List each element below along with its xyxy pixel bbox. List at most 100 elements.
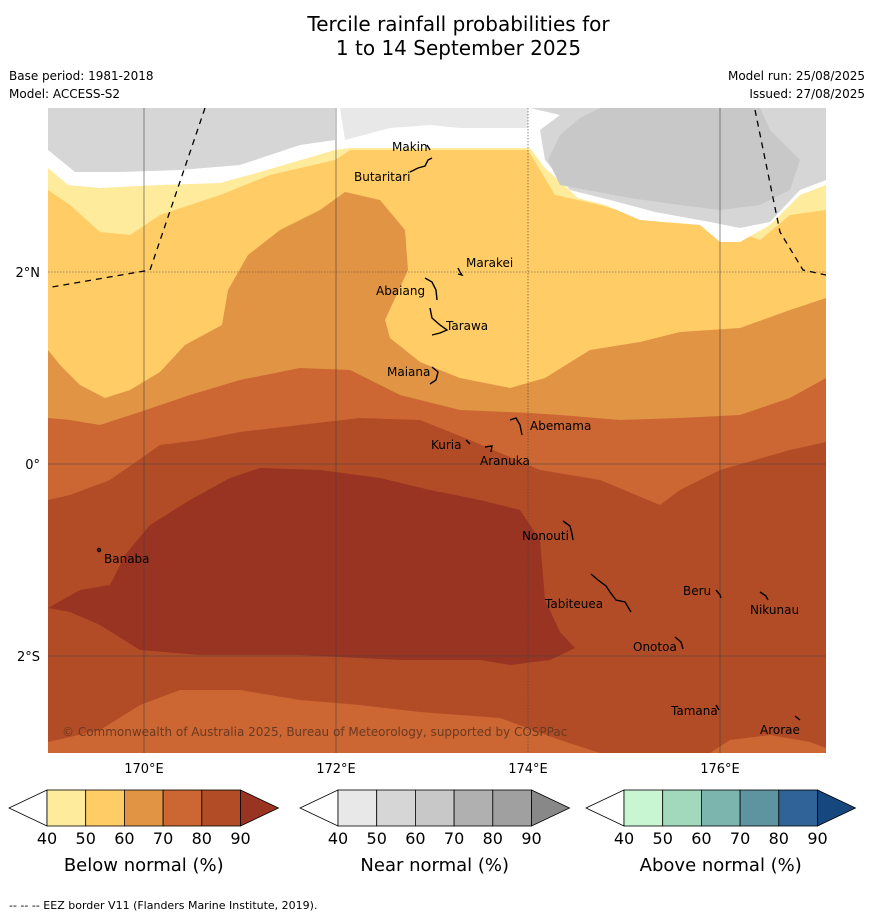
lon-label-172E: 172°E [316, 762, 356, 777]
colorbars: 40 50 60 70 80 90 Below normal (%) 40 50 60 70 80 90… [8, 789, 857, 876]
island-nikunau [759, 591, 769, 601]
label-maiana: Maiana [387, 365, 430, 379]
near-normal-core-east [548, 108, 800, 210]
band-below-80-90 [48, 468, 575, 665]
colorbar-segment [492, 789, 532, 827]
colorbar-tick-label: 90 [807, 829, 827, 848]
meta-right: Model run: 25/08/2025 Issued: 27/08/2025 [728, 67, 865, 103]
label-beru: Beru [683, 584, 711, 598]
colorbar-tick-label: 70 [153, 829, 173, 848]
copyright-notice: © Commonwealth of Australia 2025, Bureau… [62, 725, 567, 739]
colorbar-tick-label: 80 [192, 829, 212, 848]
colorbar-tick-label: 60 [691, 829, 711, 848]
colorbar-segment [85, 789, 125, 827]
colorbar-tick-label: 90 [521, 829, 541, 848]
label-nonouti: Nonouti [522, 529, 569, 543]
label-tabiteuea: Tabiteuea [544, 597, 603, 611]
model-run: Model run: 25/08/2025 [727, 69, 865, 83]
lat-label-2S: 2°S [17, 650, 40, 665]
lat-label-2N: 2°N [16, 266, 41, 281]
label-nikunau: Nikunau [750, 603, 799, 617]
island-makin [426, 144, 431, 151]
colorbar-tick-label: 80 [769, 829, 789, 848]
band-below-60-70-southeast [710, 735, 826, 753]
title-line-2: 1 to 14 September 2025 [335, 36, 582, 60]
island-marakei [457, 267, 464, 277]
island-aranuka [484, 445, 493, 453]
island-nonouti [562, 520, 574, 541]
label-banaba: Banaba [104, 552, 150, 566]
place-labels: Makin Butaritari Marakei Abaiang Tarawa … [104, 140, 800, 737]
island-banaba [96, 547, 102, 553]
model-name: Model: ACCESS-S2 [9, 87, 121, 101]
colorbar-tick-label: 50 [367, 829, 387, 848]
colorbar-segment [376, 789, 416, 827]
colorbar-segment [662, 789, 702, 827]
issued-date: Issued: 27/08/2025 [749, 87, 865, 101]
colorbar-2: 40 50 60 70 80 90 Near normal (%) [299, 789, 571, 876]
colorbar-tick-label: 40 [37, 829, 57, 848]
island-abaiang [424, 277, 438, 301]
title-line-1: Tercile rainfall probabilities for [307, 12, 610, 36]
colorbar-segment [701, 789, 741, 827]
graticule [48, 108, 826, 753]
colorbar-segment [201, 789, 241, 827]
probability-field [48, 108, 826, 753]
lon-label-174E: 174°E [508, 762, 548, 777]
label-tamana: Tamana [670, 704, 718, 718]
colorbar-tick-label: 70 [444, 829, 464, 848]
colorbar-tick-label: 40 [614, 829, 634, 848]
eez-footer-note: -- -- -- EEZ border V11 (Flanders Marine… [9, 899, 318, 912]
island-butaritari [409, 157, 433, 173]
colorbar-max-extend [240, 789, 280, 827]
lat-labels: 2°N 0° 2°S [16, 266, 41, 665]
island-tabiteuea [590, 573, 632, 613]
island-kuria [465, 439, 471, 445]
colorbar-tick-label: 50 [76, 829, 96, 848]
colorbar-label: Near normal (%) [360, 855, 509, 876]
colorbar-segment [124, 789, 164, 827]
island-beru [715, 589, 722, 599]
island-abemama [509, 417, 523, 436]
label-tarawa: Tarawa [445, 319, 488, 333]
near-normal-region-center [340, 108, 528, 140]
lon-label-176E: 176°E [700, 762, 740, 777]
label-marakei: Marakei [466, 256, 513, 270]
colorbar-max-extend [531, 789, 571, 827]
eez-border-west [51, 107, 206, 288]
label-onotoa: Onotoa [633, 640, 677, 654]
label-butaritari: Butaritari [354, 170, 411, 184]
colorbar-label: Above normal (%) [640, 855, 802, 876]
colorbar-tick-label: 50 [653, 829, 673, 848]
eez-border-east [754, 109, 827, 276]
colorbar-min-extend [299, 789, 339, 827]
colorbar-tick-label: 90 [230, 829, 250, 848]
label-aranuka: Aranuka [480, 454, 530, 468]
colorbar-1: 40 50 60 70 80 90 Below normal (%) [8, 789, 280, 876]
island-maiana [429, 366, 439, 385]
colorbar-segment [414, 789, 455, 827]
near-normal-region-west [48, 108, 335, 172]
label-arorae: Arorae [760, 723, 800, 737]
colorbar-tick-label: 40 [328, 829, 348, 848]
colorbar-segment [623, 789, 664, 827]
colorbar-tick-label: 70 [730, 829, 750, 848]
band-below-60-70-south [48, 690, 600, 753]
colorbar-label: Below normal (%) [64, 855, 224, 876]
colorbar-segment [739, 789, 780, 827]
meta-left: Base period: 1981-2018 Model: ACCESS-S2 [9, 67, 154, 103]
colorbar-tick-label: 60 [405, 829, 425, 848]
colorbar-tick-label: 80 [483, 829, 503, 848]
island-tamana [715, 704, 720, 711]
island-arorae [794, 715, 801, 721]
colorbar-segment [453, 789, 494, 827]
colorbar-max-extend [817, 789, 857, 827]
island-tarawa [429, 307, 449, 336]
colorbar-segment [46, 789, 87, 827]
eez-border [51, 107, 827, 288]
chart-title: Tercile rainfall probabilities for 1 to … [0, 12, 873, 60]
label-abemama: Abemama [530, 419, 591, 433]
islands [96, 144, 801, 721]
colorbar-min-extend [8, 789, 48, 827]
